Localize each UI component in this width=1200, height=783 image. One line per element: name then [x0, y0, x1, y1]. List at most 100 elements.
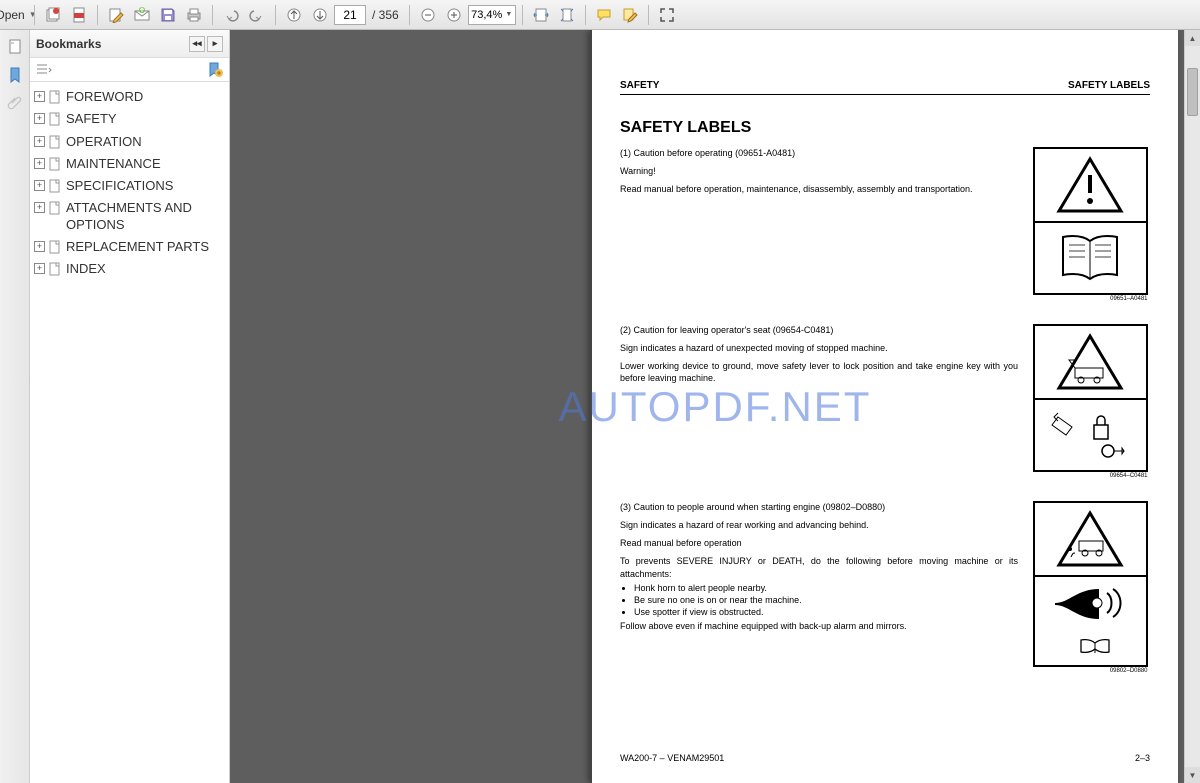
speech-bubble-icon	[596, 7, 612, 23]
arrow-up-icon	[287, 8, 301, 22]
expand-icon[interactable]: +	[34, 263, 45, 274]
safety-entry-1: (1) Caution before operating (09651-A048…	[620, 147, 1150, 302]
expand-icon[interactable]: +	[34, 202, 45, 213]
bookmarks-header: Bookmarks ◂◂ ▸	[30, 30, 229, 58]
expand-icon[interactable]: +	[34, 91, 45, 102]
horn-icon	[1045, 581, 1135, 661]
bookmark-options-button[interactable]	[34, 61, 54, 79]
fit-page-button[interactable]	[555, 3, 579, 27]
separator	[212, 5, 213, 25]
page-footer: WA200-7 – VENAM29501 2–3	[620, 713, 1150, 763]
lock-key-icon	[1050, 405, 1130, 465]
comment-button[interactable]	[592, 3, 616, 27]
entry-text: (1) Caution before operating (09651-A048…	[620, 147, 1018, 302]
email-button[interactable]	[130, 3, 154, 27]
separator	[585, 5, 586, 25]
expand-icon[interactable]: +	[34, 158, 45, 169]
undo-icon	[223, 7, 239, 23]
separator	[97, 5, 98, 25]
page-icon	[48, 201, 62, 215]
bookmark-item[interactable]: + MAINTENANCE	[32, 153, 227, 175]
separator	[275, 5, 276, 25]
fullscreen-button[interactable]	[655, 3, 679, 27]
add-bookmark-button[interactable]	[205, 61, 225, 79]
entry-bullets: Honk horn to alert people nearby. Be sur…	[620, 582, 1018, 618]
entry-body: Follow above even if machine equipped wi…	[620, 620, 1018, 632]
machine-hazard-icon	[1055, 332, 1125, 392]
fit-width-icon	[533, 7, 549, 23]
open-label: Open	[0, 8, 25, 22]
expand-icon[interactable]: +	[34, 136, 45, 147]
bookmark-item[interactable]: + ATTACHMENTS AND OPTIONS	[32, 197, 227, 236]
pdf-export-button[interactable]	[67, 3, 91, 27]
vertical-scrollbar[interactable]: ▲ ▼	[1184, 30, 1200, 783]
bookmarks-tab[interactable]	[4, 64, 26, 86]
print-button[interactable]	[182, 3, 206, 27]
dropdown-arrow-icon: ▼	[29, 10, 37, 19]
manual-book-icon	[1055, 233, 1125, 283]
bookmark-toolbar	[30, 58, 229, 82]
scroll-up-button[interactable]: ▲	[1185, 30, 1200, 46]
scroll-thumb[interactable]	[1187, 68, 1198, 116]
bookmark-label: MAINTENANCE	[66, 156, 161, 172]
page-icon	[48, 135, 62, 149]
bookmark-label: SPECIFICATIONS	[66, 178, 173, 194]
fit-page-icon	[559, 7, 575, 23]
page-running-header: SAFETY SAFETY LABELS	[620, 80, 1150, 95]
zoom-out-button[interactable]	[416, 3, 440, 27]
bullet-item: Use spotter if view is obstructed.	[634, 606, 1018, 618]
save-button[interactable]	[156, 3, 180, 27]
expand-icon[interactable]: +	[34, 241, 45, 252]
bookmark-nav: ◂◂ ▸	[189, 36, 223, 52]
entry-body: Read manual before operation, maintenanc…	[620, 183, 1018, 195]
header-left: SAFETY	[620, 80, 659, 91]
expand-icon[interactable]: +	[34, 113, 45, 124]
undo-button[interactable]	[219, 3, 243, 27]
zoom-dropdown[interactable]: 73,4%▼	[468, 5, 516, 25]
entry-num: (2) Caution for leaving operator's seat …	[620, 324, 1018, 336]
expand-icon[interactable]: +	[34, 180, 45, 191]
fit-width-button[interactable]	[529, 3, 553, 27]
bookmark-item[interactable]: + SPECIFICATIONS	[32, 175, 227, 197]
bookmark-item[interactable]: + REPLACEMENT PARTS	[32, 236, 227, 258]
entry-warn: Warning!	[620, 165, 1018, 177]
page-up-button[interactable]	[282, 3, 306, 27]
attachments-tab[interactable]	[4, 92, 26, 114]
bookmark-label: REPLACEMENT PARTS	[66, 239, 209, 255]
bookmark-prev-button[interactable]: ◂◂	[189, 36, 205, 52]
annotate-button[interactable]	[618, 3, 642, 27]
zoom-in-button[interactable]	[442, 3, 466, 27]
bookmark-next-button[interactable]: ▸	[207, 36, 223, 52]
page-down-button[interactable]	[308, 3, 332, 27]
open-button[interactable]: Open ▼	[4, 3, 28, 27]
side-tab-strip	[0, 30, 30, 783]
save-copy-button[interactable]	[41, 3, 65, 27]
bookmark-item[interactable]: +OPERATION	[32, 131, 227, 153]
bookmark-item[interactable]: +SAFETY	[32, 108, 227, 130]
pictogram-code: 09802–D0880	[1033, 668, 1148, 674]
footer-right: 2–3	[1135, 753, 1150, 763]
document-viewer[interactable]: SAFETY SAFETY LABELS SAFETY LABELS (1) C…	[230, 30, 1200, 783]
entry-pictogram: 09802–D0880	[1030, 501, 1150, 674]
zoom-value: 73,4%	[471, 9, 502, 21]
page-number-input[interactable]	[334, 5, 366, 25]
separator	[34, 5, 35, 25]
bullet-item: Be sure no one is on or near the machine…	[634, 594, 1018, 606]
redo-button[interactable]	[245, 3, 269, 27]
list-options-icon	[36, 63, 52, 77]
entry-num: (3) Caution to people around when starti…	[620, 501, 1018, 513]
bookmark-label: ATTACHMENTS AND OPTIONS	[66, 200, 225, 233]
scroll-down-button[interactable]: ▼	[1185, 767, 1200, 783]
entry-pictogram: 09651–A0481	[1030, 147, 1150, 302]
pages-tab[interactable]	[4, 36, 26, 58]
edit-button[interactable]	[104, 3, 128, 27]
bookmark-item[interactable]: +INDEX	[32, 258, 227, 280]
main-area: Bookmarks ◂◂ ▸ +FOREWORD+SAFETY+OPERATIO…	[0, 30, 1200, 783]
bookmark-item[interactable]: +FOREWORD	[32, 86, 227, 108]
bookmark-icon	[7, 67, 23, 83]
runover-hazard-icon	[1055, 509, 1125, 569]
entry-body: Sign indicates a hazard of unexpected mo…	[620, 342, 1018, 354]
pictogram-code: 09651–A0481	[1033, 296, 1148, 302]
arrow-down-icon	[313, 8, 327, 22]
email-icon	[134, 7, 150, 23]
